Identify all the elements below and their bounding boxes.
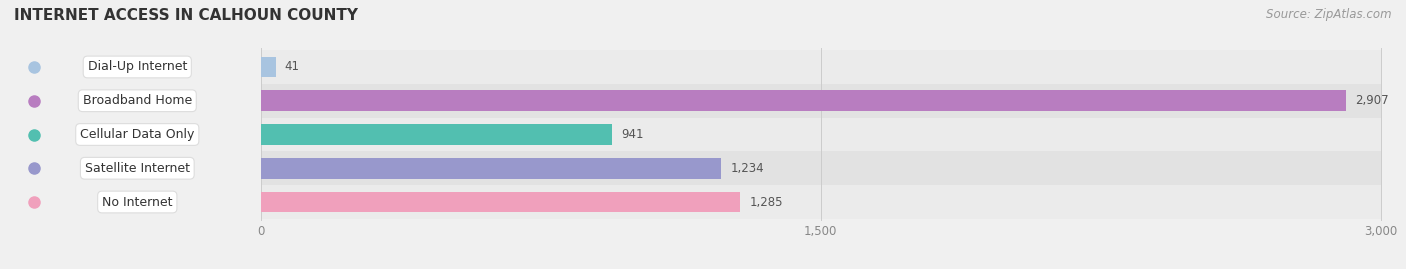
- Text: Dial-Up Internet: Dial-Up Internet: [87, 61, 187, 73]
- Bar: [260, 124, 612, 145]
- Text: Broadband Home: Broadband Home: [83, 94, 191, 107]
- Bar: [260, 118, 1381, 151]
- Text: INTERNET ACCESS IN CALHOUN COUNTY: INTERNET ACCESS IN CALHOUN COUNTY: [14, 8, 359, 23]
- Text: 41: 41: [285, 61, 299, 73]
- Bar: [260, 56, 276, 77]
- Text: Satellite Internet: Satellite Internet: [84, 162, 190, 175]
- Bar: [260, 151, 1381, 185]
- Text: 1,234: 1,234: [730, 162, 763, 175]
- Bar: [260, 158, 721, 179]
- Bar: [260, 185, 1381, 219]
- Text: 941: 941: [621, 128, 644, 141]
- Bar: [260, 90, 1346, 111]
- Text: No Internet: No Internet: [103, 196, 173, 208]
- Bar: [260, 50, 1381, 84]
- Text: 1,285: 1,285: [749, 196, 783, 208]
- Text: Source: ZipAtlas.com: Source: ZipAtlas.com: [1267, 8, 1392, 21]
- Bar: [260, 192, 741, 213]
- Bar: [260, 84, 1381, 118]
- Text: Cellular Data Only: Cellular Data Only: [80, 128, 194, 141]
- Text: 2,907: 2,907: [1355, 94, 1389, 107]
